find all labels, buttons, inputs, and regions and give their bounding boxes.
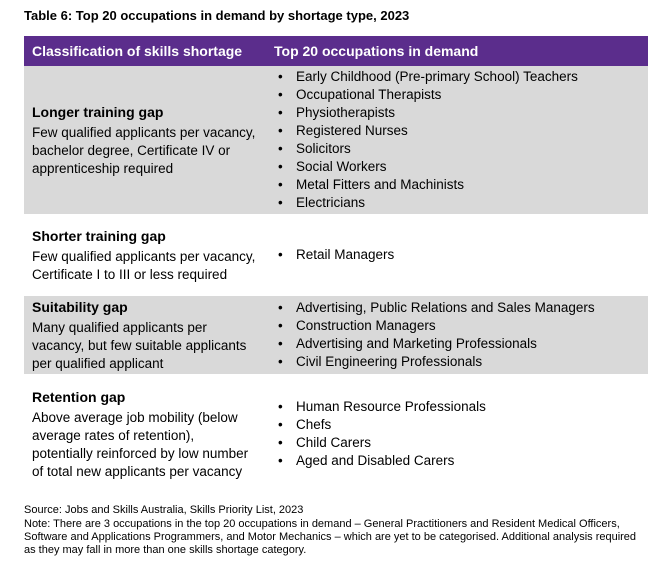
classification-cell: Longer training gap Few qualified applic… — [24, 66, 266, 216]
occupation-list: Early Childhood (Pre-primary School) Tea… — [274, 68, 640, 212]
classification-title: Suitability gap — [32, 298, 128, 315]
occupation-item: Registered Nurses — [274, 122, 640, 140]
occupation-item: Human Resource Professionals — [274, 398, 640, 416]
occupation-item: Social Workers — [274, 158, 640, 176]
table-row-shorter-training-gap: Shorter training gap Few qualified appli… — [24, 216, 648, 296]
classification-title: Retention gap — [32, 388, 126, 405]
occupation-item: Metal Fitters and Machinists — [274, 176, 640, 194]
source-note: Source: Jobs and Skills Australia, Skill… — [24, 504, 304, 516]
occupation-item: Occupational Therapists — [274, 86, 640, 104]
header-occupations: Top 20 occupations in demand — [266, 36, 648, 66]
classification-title: Shorter training gap — [32, 227, 166, 244]
header-classification: Classification of skills shortage — [24, 36, 266, 66]
occupation-list: Retail Managers — [274, 246, 640, 264]
classification-cell: Suitability gap Many qualified applicant… — [24, 296, 266, 376]
classification-description: Many qualified applicants per vacancy, b… — [32, 319, 247, 371]
occupation-item: Construction Managers — [274, 317, 640, 335]
table-row-retention-gap: Retention gap Above average job mobility… — [24, 376, 648, 492]
occupation-item: Electricians — [274, 194, 640, 212]
classification-cell: Retention gap Above average job mobility… — [24, 376, 266, 492]
occupations-cell: Retail Managers — [266, 216, 648, 296]
occupation-item: Chefs — [274, 416, 640, 434]
classification-title: Longer training gap — [32, 103, 164, 120]
classification-description: Few qualified applicants per vacancy, Ce… — [32, 248, 256, 282]
table-header-row: Classification of skills shortage Top 20… — [24, 36, 648, 66]
occupations-cell: Advertising, Public Relations and Sales … — [266, 296, 648, 376]
occupations-table: Classification of skills shortage Top 20… — [24, 36, 648, 492]
occupation-item: Advertising, Public Relations and Sales … — [274, 299, 640, 317]
occupation-list: Human Resource Professionals Chefs Child… — [274, 398, 640, 470]
classification-cell: Shorter training gap Few qualified appli… — [24, 216, 266, 296]
occupation-item: Early Childhood (Pre-primary School) Tea… — [274, 68, 640, 86]
occupation-item: Solicitors — [274, 140, 640, 158]
occupation-list: Advertising, Public Relations and Sales … — [274, 299, 640, 371]
document-page: Table 6: Top 20 occupations in demand by… — [24, 0, 648, 557]
occupation-item: Civil Engineering Professionals — [274, 353, 640, 371]
occupations-cell: Early Childhood (Pre-primary School) Tea… — [266, 66, 648, 216]
table-row-suitability-gap: Suitability gap Many qualified applicant… — [24, 296, 648, 376]
classification-description: Few qualified applicants per vacancy, ba… — [32, 124, 256, 176]
occupation-item: Aged and Disabled Carers — [274, 452, 640, 470]
occupation-item: Retail Managers — [274, 246, 640, 264]
classification-description: Above average job mobility (below averag… — [32, 409, 249, 479]
table-row-longer-training-gap: Longer training gap Few qualified applic… — [24, 66, 648, 216]
occupations-cell: Human Resource Professionals Chefs Child… — [266, 376, 648, 492]
occupation-item: Physiotherapists — [274, 104, 640, 122]
table-notes: Source: Jobs and Skills Australia, Skill… — [24, 504, 648, 557]
occupation-item: Child Carers — [274, 434, 640, 452]
table-caption: Table 6: Top 20 occupations in demand by… — [24, 8, 410, 23]
footnote: Note: There are 3 occupations in the top… — [24, 518, 637, 556]
occupation-item: Advertising and Marketing Professionals — [274, 335, 640, 353]
